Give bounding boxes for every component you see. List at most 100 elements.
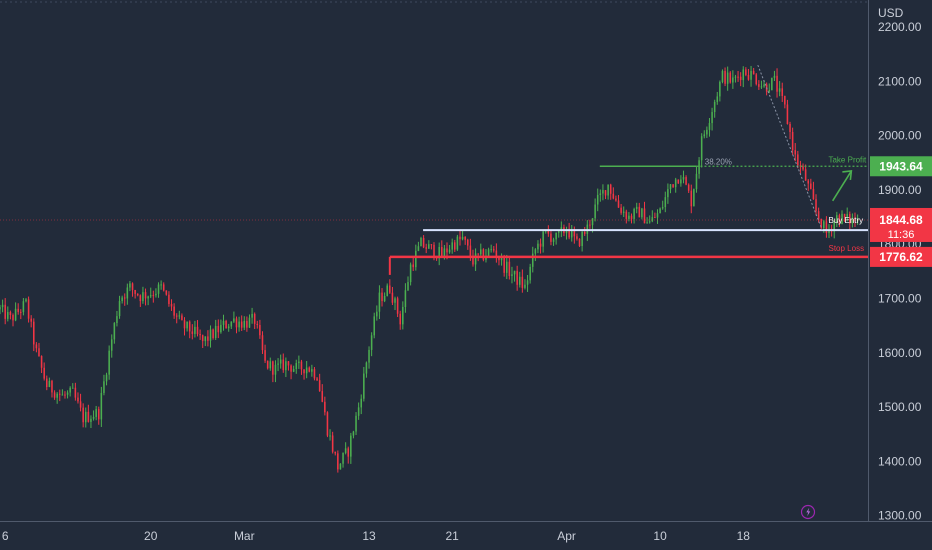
candle-body bbox=[482, 249, 485, 260]
candle-body bbox=[467, 239, 469, 246]
candle-body bbox=[854, 217, 856, 222]
candle-body bbox=[508, 261, 511, 276]
candle-body bbox=[511, 274, 513, 276]
candle-body bbox=[435, 257, 438, 259]
candle-body bbox=[344, 448, 347, 453]
candle-body bbox=[155, 293, 157, 296]
candle-body bbox=[139, 295, 142, 302]
candle-body bbox=[64, 394, 66, 396]
candle-body bbox=[599, 193, 602, 195]
candle-body bbox=[129, 283, 131, 288]
candle-body bbox=[706, 129, 708, 135]
candle-body bbox=[290, 365, 292, 372]
candle-body bbox=[547, 229, 550, 234]
candle-body bbox=[615, 198, 617, 201]
candle-body bbox=[17, 308, 19, 312]
candle-body bbox=[235, 318, 238, 328]
candle-body bbox=[841, 213, 843, 225]
candle-body bbox=[516, 270, 518, 285]
candle-body bbox=[703, 134, 706, 137]
candle-body bbox=[77, 397, 79, 402]
candle-body bbox=[690, 190, 693, 207]
candle-body bbox=[30, 318, 32, 322]
candle-body bbox=[27, 299, 30, 319]
lightning-icon[interactable] bbox=[800, 504, 816, 520]
candle-body bbox=[396, 298, 399, 314]
candle-body bbox=[227, 326, 230, 329]
candle-body bbox=[61, 394, 64, 396]
candle-body bbox=[570, 230, 573, 238]
candle-body bbox=[412, 264, 414, 268]
candle-body bbox=[531, 253, 534, 267]
candle-body bbox=[261, 335, 264, 351]
candle-body bbox=[420, 237, 422, 247]
x-tick-label: Apr bbox=[557, 529, 576, 543]
candle-body bbox=[188, 321, 191, 332]
candle-body bbox=[121, 297, 123, 302]
arrow-shaft bbox=[831, 170, 853, 202]
candle-body bbox=[84, 411, 87, 423]
candle-body bbox=[659, 208, 661, 214]
candle-body bbox=[651, 217, 654, 222]
candle-body bbox=[160, 284, 162, 286]
candle-body bbox=[490, 249, 492, 251]
candle-body bbox=[9, 312, 12, 315]
x-tick-label: 20 bbox=[144, 529, 158, 543]
candle-body bbox=[100, 392, 103, 420]
candle-body bbox=[373, 316, 376, 336]
candle-body bbox=[622, 211, 625, 213]
candle-body bbox=[781, 88, 784, 97]
candle-body bbox=[664, 197, 667, 208]
candle-body bbox=[256, 323, 259, 326]
candle-body bbox=[136, 293, 139, 296]
candle-body bbox=[732, 77, 734, 83]
candle-body bbox=[552, 239, 555, 242]
candle-body bbox=[331, 435, 334, 452]
candle-body bbox=[266, 360, 269, 369]
candle-body bbox=[708, 123, 711, 130]
candle-body bbox=[162, 284, 165, 291]
candle-body bbox=[355, 415, 357, 432]
candle-body bbox=[609, 184, 612, 194]
candle-body bbox=[638, 206, 641, 218]
candle-body bbox=[279, 359, 282, 364]
candle-body bbox=[365, 362, 368, 374]
candle-body bbox=[214, 325, 217, 338]
candle-body bbox=[292, 369, 295, 372]
candle-body bbox=[677, 179, 680, 184]
candle-body bbox=[433, 244, 435, 258]
candle-body bbox=[745, 69, 747, 75]
candle-body bbox=[643, 208, 646, 224]
candle-body bbox=[308, 367, 311, 372]
x-axis-ticks: 6 20 Mar 13 21 Apr 10 18 bbox=[2, 529, 750, 543]
y-tick-label: 2000.00 bbox=[878, 129, 922, 143]
candle-body bbox=[648, 221, 651, 223]
candle-body bbox=[376, 311, 378, 317]
candle-body bbox=[287, 361, 290, 366]
candle-body bbox=[347, 448, 350, 457]
candle-body bbox=[472, 256, 474, 265]
candle-body bbox=[518, 276, 521, 285]
candle-body bbox=[459, 236, 461, 240]
candle-body bbox=[849, 213, 851, 224]
candle-body bbox=[581, 231, 583, 247]
time-axis-panel[interactable] bbox=[0, 522, 868, 550]
y-tick-label: 1500.00 bbox=[878, 400, 922, 414]
price-tags: 1943.64 1844.68 11:36 1776.62 bbox=[870, 156, 932, 267]
candle-body bbox=[630, 215, 633, 219]
candle-body bbox=[526, 280, 529, 285]
candle-body bbox=[817, 211, 820, 219]
candle-body bbox=[487, 249, 490, 256]
candle-body bbox=[87, 411, 90, 422]
candle-body bbox=[305, 367, 308, 374]
x-tick-label: 13 bbox=[362, 529, 376, 543]
candle-body bbox=[602, 190, 604, 194]
candle-body bbox=[56, 393, 58, 398]
candle-body bbox=[498, 257, 500, 261]
candle-body bbox=[674, 179, 677, 188]
candle-body bbox=[828, 229, 830, 234]
candle-body bbox=[750, 70, 752, 80]
candle-body bbox=[303, 369, 305, 374]
